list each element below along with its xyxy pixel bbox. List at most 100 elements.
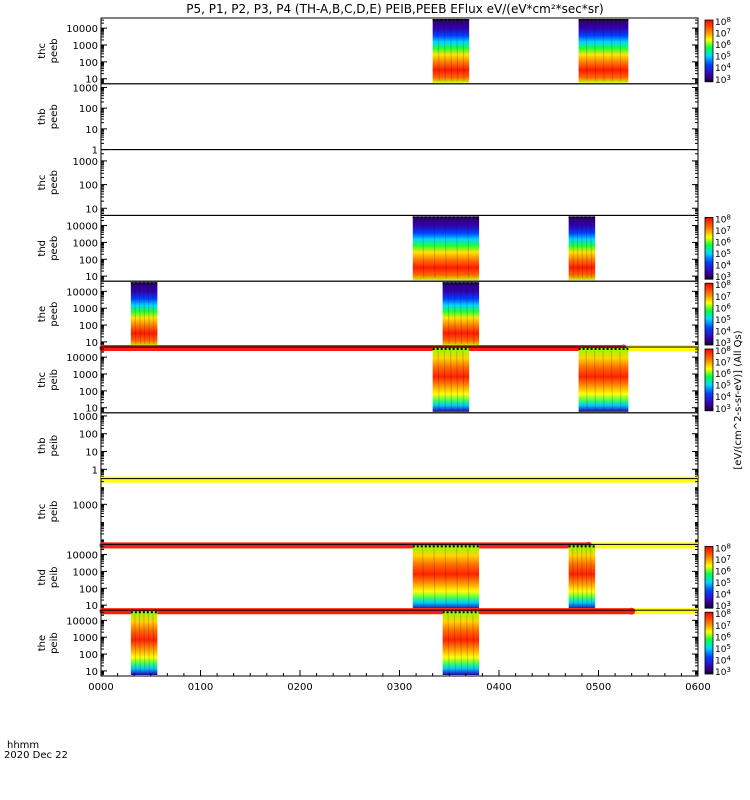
- colorbar-tick-label: 105: [715, 314, 731, 326]
- time-axis-unit-label: hhmm: [7, 740, 39, 751]
- colorbar-tick-label: 103: [715, 74, 731, 86]
- spectrogram-streak: [437, 21, 440, 81]
- y-axis-label: thc: [37, 504, 48, 520]
- y-tick-label: 1000: [73, 567, 98, 578]
- status-bar-red: [101, 345, 624, 351]
- y-tick-label: 100: [79, 650, 98, 661]
- panel-thb-peeb: 1 10 100 1000 thb peeb: [37, 83, 699, 157]
- spectrogram-streak: [152, 614, 155, 674]
- y-tick-label: 10: [85, 448, 98, 459]
- spectrogram-streak: [422, 548, 425, 608]
- time-axis-date-label: 2020 Dec 22: [4, 750, 68, 761]
- y-tick-label: 10: [85, 125, 98, 136]
- y-tick-label: 10000: [66, 222, 98, 233]
- spectrogram-streak: [581, 548, 584, 608]
- spectrogram-streak: [147, 285, 150, 345]
- spectrogram-streak: [444, 548, 447, 608]
- spectrogram-streak: [456, 219, 459, 279]
- spectrogram-streak: [134, 614, 137, 674]
- colorbar-tick-label: 108: [715, 542, 731, 554]
- y-tick-label: 100: [79, 387, 98, 398]
- spectrogram-streak: [572, 548, 575, 608]
- y-tick-label: 100: [79, 58, 98, 69]
- colorbar-tick-label: 104: [715, 325, 731, 337]
- spectrogram-streak: [466, 285, 469, 345]
- colorbar-tick-label: 104: [715, 62, 731, 74]
- panel-thb-peib: 1 10 100 1000 thb peib: [37, 412, 699, 483]
- y-tick-label: 1000: [73, 500, 98, 511]
- panel-frame: [100, 609, 699, 677]
- spectrogram-block: [442, 611, 480, 675]
- spectrogram-streak: [581, 219, 584, 279]
- y-tick-label: 10000: [66, 616, 98, 627]
- spectrogram-streak: [143, 614, 146, 674]
- spectrogram-streak: [585, 21, 588, 81]
- colorbar-tick-label: 106: [715, 368, 731, 380]
- y-axis-label: peeb: [49, 170, 60, 195]
- spectrogram-streak: [472, 614, 475, 674]
- spectrogram-streak: [437, 350, 440, 410]
- spectrogram-streak: [450, 21, 453, 81]
- spectrogram-streak: [447, 614, 450, 674]
- colorbar: [704, 282, 714, 346]
- colorbar: [704, 546, 714, 609]
- status-bar-red: [101, 608, 632, 615]
- y-tick-label: 100: [79, 255, 98, 266]
- colorbar-tick-label: 108: [715, 16, 731, 28]
- y-axis-label: peib: [49, 632, 60, 654]
- spectrogram-streak: [447, 285, 450, 345]
- colorbar-tick-label: 106: [715, 39, 731, 51]
- y-tick-label: 100: [79, 584, 98, 595]
- y-tick-label: 100: [79, 104, 98, 115]
- panel-frame: [100, 543, 699, 611]
- panel-thc-peeb: 10 100 1000 thc peeb: [37, 149, 699, 216]
- time-tick-label: 0300: [387, 682, 412, 693]
- y-axis-label: peib: [49, 501, 60, 523]
- spectrogram-streak: [594, 350, 597, 410]
- spectrogram-streak: [467, 548, 470, 608]
- y-tick-label: 1000: [73, 238, 98, 249]
- y-axis-label: peib: [49, 369, 60, 391]
- y-tick-label: 100: [79, 430, 98, 441]
- spectrogram-streak: [443, 21, 446, 81]
- y-tick-label: 10000: [66, 24, 98, 35]
- spectrogram-streak: [610, 350, 613, 410]
- y-axis-label: peeb: [49, 38, 60, 63]
- spectrogram-streak: [453, 614, 456, 674]
- spectrogram-streak: [462, 21, 465, 81]
- y-tick-label: 1000: [73, 304, 98, 315]
- colorbar: [704, 19, 714, 83]
- y-axis-label: thb: [37, 437, 48, 454]
- spectrogram-block: [568, 545, 596, 610]
- spectrogram-streak: [467, 219, 470, 279]
- y-axis-label: thd: [37, 569, 48, 586]
- colorbar-tick-label: 107: [715, 554, 731, 566]
- colorbar-tick-label: 108: [715, 213, 731, 225]
- y-tick-label: 10: [85, 667, 98, 678]
- status-bar-yellow: [101, 476, 698, 483]
- y-tick-label: 10: [85, 601, 98, 612]
- y-tick-label: 1: [92, 465, 98, 476]
- spectrogram-streak: [143, 285, 146, 345]
- spectrogram-block: [442, 282, 480, 346]
- y-tick-label: 1000: [73, 370, 98, 381]
- y-tick-label: 100: [79, 321, 98, 332]
- panel-thc-peib: 1000 thc peib: [37, 478, 699, 549]
- y-tick-label: 1000: [73, 83, 98, 94]
- spectrogram-streak: [422, 219, 425, 279]
- spectrogram-streak: [585, 350, 588, 410]
- y-tick-label: 100: [79, 181, 98, 192]
- spectrogram-streak: [138, 614, 141, 674]
- status-bar-red: [101, 542, 589, 549]
- colorbar: [704, 611, 714, 675]
- y-tick-label: 1000: [73, 157, 98, 168]
- y-axis-label: thc: [37, 372, 48, 388]
- spectrogram-block: [578, 348, 629, 412]
- status-bar-end-marker: [628, 607, 636, 615]
- spectrogram-streak: [585, 219, 588, 279]
